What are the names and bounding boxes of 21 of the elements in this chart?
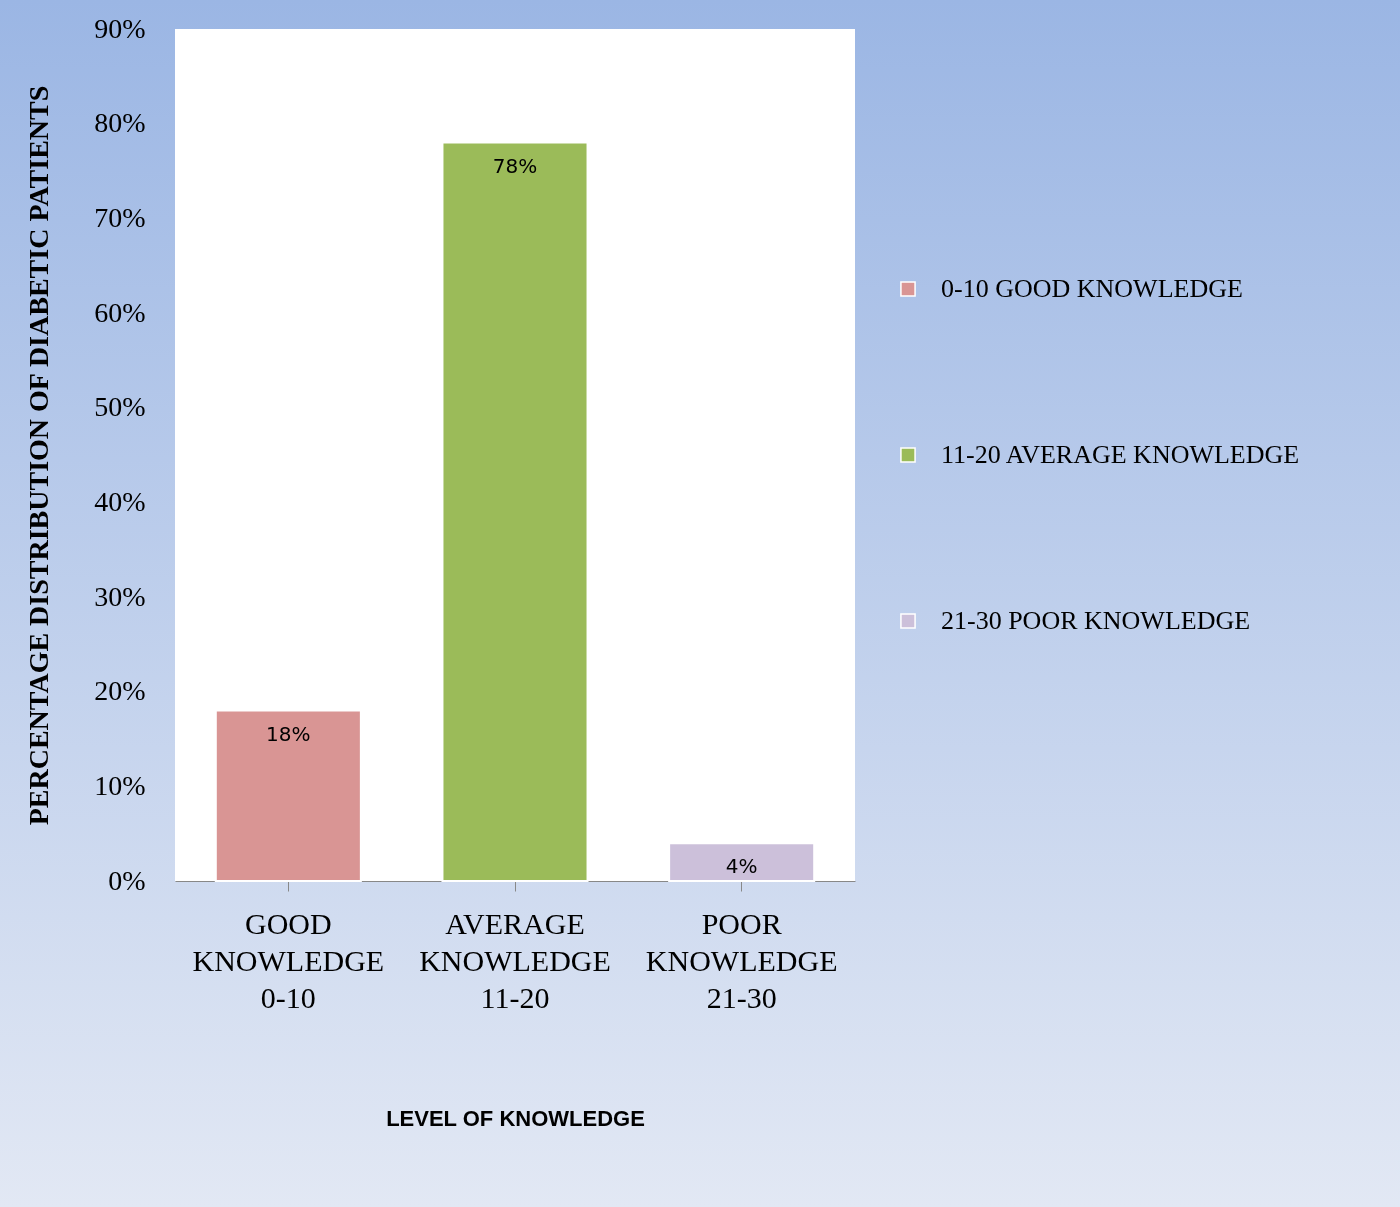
legend-label: 21-30 POOR KNOWLEDGE <box>941 606 1251 635</box>
text: 18% <box>266 721 311 746</box>
legend-label: 11-20 AVERAGE KNOWLEDGE <box>941 440 1300 469</box>
y-tick-label: 90% <box>94 12 146 44</box>
x-tick-label: AVERAGE KNOWLEDGE 11-20 <box>419 906 611 1014</box>
y-axis-title: PERCENTAGE DISTRIBUTION OF DIABETIC PATIENTS <box>23 85 55 826</box>
y-tick-label: 20% <box>94 675 146 707</box>
y-tick-label: 30% <box>94 580 146 612</box>
y-tick-label: 40% <box>94 485 146 517</box>
x-tick-label: POOR KNOWLEDGE 21-30 <box>645 906 838 1014</box>
x-axis-title: LEVEL OF KNOWLEDGE <box>386 1105 645 1131</box>
y-tick-label: 60% <box>94 296 146 328</box>
y-tick-label: 10% <box>94 769 146 801</box>
x-tick-label: GOOD KNOWLEDGE 0-10 <box>192 906 385 1014</box>
legend-label: 0-10 GOOD KNOWLEDGE <box>941 274 1243 303</box>
text: 4% <box>725 854 758 879</box>
y-tick-label: 70% <box>94 201 146 233</box>
text: 78% <box>492 153 538 178</box>
y-tick-label: 80% <box>94 107 146 139</box>
y-tick-label: 50% <box>94 391 146 423</box>
y-tick-label: 0% <box>108 864 146 896</box>
